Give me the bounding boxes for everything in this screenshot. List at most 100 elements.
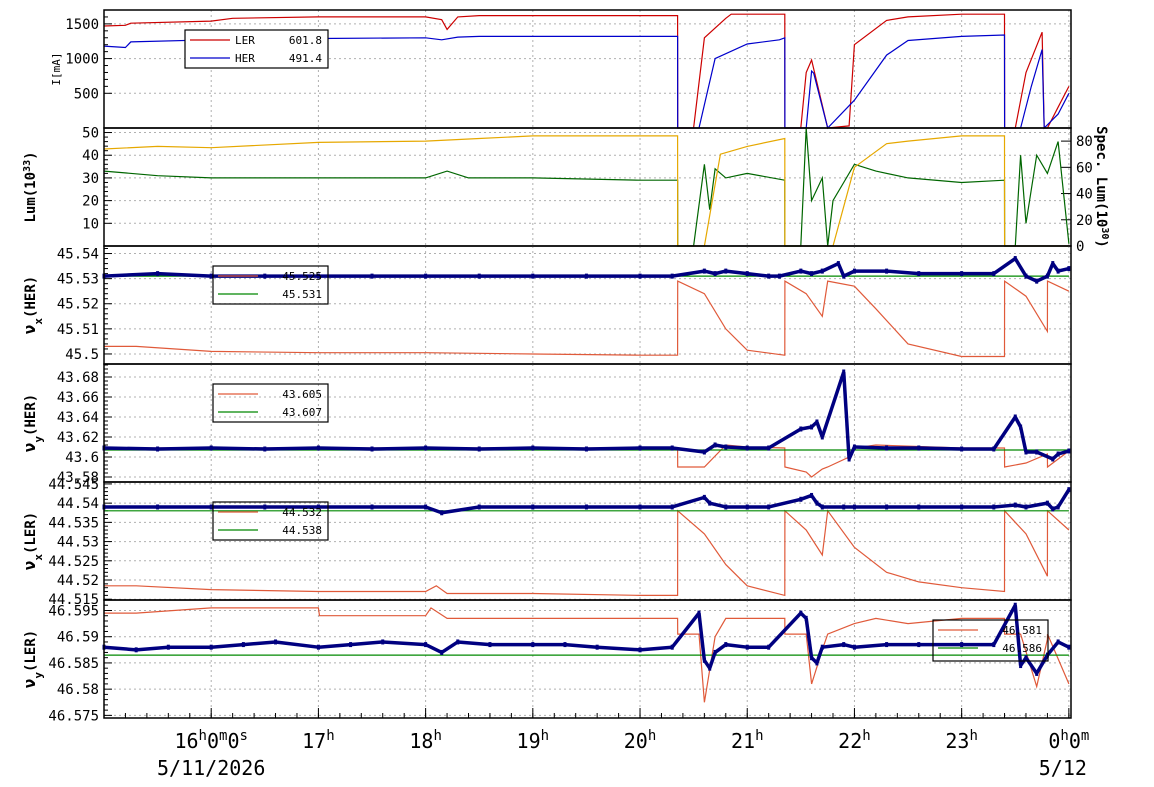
data-band: [441, 505, 480, 515]
data-band: [671, 269, 705, 278]
legend-box: [212, 501, 329, 541]
y-tick-label: 46.58: [57, 682, 99, 698]
legend: 43.605 43.607: [212, 383, 329, 423]
x-tick-label: 16h0m0s: [174, 728, 248, 753]
data-band: [1057, 449, 1070, 456]
data-band: [811, 269, 823, 276]
data-band: [768, 497, 802, 509]
data-band: [211, 446, 265, 451]
y-tick-label: 44.515: [48, 592, 99, 608]
y-tick-label: 43.58: [57, 470, 99, 486]
data-band: [822, 642, 844, 649]
y2-tick-label: 20: [1076, 213, 1093, 229]
data-band: [708, 651, 717, 669]
data-band: [1035, 654, 1049, 675]
legend: 46.581 46.586: [932, 619, 1049, 662]
series-line: [104, 509, 1070, 597]
data-band: [639, 645, 673, 652]
x-tick-label: 21h: [731, 728, 764, 753]
legend-box: [184, 29, 329, 69]
data-band: [136, 645, 169, 652]
data-band: [670, 612, 701, 649]
y2-tick-label: 80: [1076, 134, 1093, 150]
y2-axis-label: Spec. Lum(1030): [1093, 126, 1111, 248]
data-band: [457, 640, 491, 647]
legend-value: 46.581: [1002, 624, 1042, 637]
data-band: [440, 640, 459, 654]
data-band: [714, 269, 727, 276]
data-band: [1035, 274, 1049, 283]
data-band: [747, 271, 769, 278]
y-tick-label: 45.53: [57, 272, 99, 288]
data-band: [382, 640, 426, 647]
legend-value: 44.532: [282, 506, 322, 519]
y-tick-label: 1500: [65, 17, 99, 33]
data-band: [1013, 257, 1028, 278]
data-band: [800, 425, 812, 431]
data-band: [275, 640, 319, 649]
data-band: [821, 261, 840, 273]
data-band: [703, 269, 716, 276]
legend-box: [932, 619, 1049, 662]
data-band: [993, 503, 1016, 509]
y-tick-label: 43.68: [57, 370, 99, 386]
legend-value: 491.4: [289, 52, 322, 65]
data-band: [157, 446, 212, 451]
y2-tick-label: 0: [1076, 239, 1084, 255]
legend: LER 601.8 HER 491.4: [184, 29, 329, 69]
data-band: [425, 505, 443, 515]
data-band: [1024, 656, 1039, 675]
panel-frame: [103, 599, 1072, 719]
x-tick-label: 19h: [517, 728, 550, 753]
data-band: [1025, 274, 1038, 283]
data-band: [854, 445, 887, 450]
data-band: [243, 640, 276, 647]
data-band: [371, 446, 426, 451]
data-band: [1014, 503, 1027, 509]
legend-value: 46.586: [1002, 642, 1042, 655]
y-tick-label: 43.62: [57, 430, 99, 446]
y-tick-label: 44.545: [48, 477, 99, 493]
data-band: [1046, 640, 1060, 657]
data-band: [779, 269, 802, 278]
legend-box: [212, 265, 329, 305]
data-band: [424, 643, 443, 655]
scatter-series: [102, 369, 1071, 462]
y-tick-label: 45.54: [57, 247, 99, 263]
y-tick-label: 40: [82, 148, 99, 164]
scatter-series: [102, 256, 1071, 284]
data-band: [804, 618, 814, 658]
x-date-label: 5/11/2026: [157, 756, 265, 780]
data-band: [800, 493, 813, 501]
data-band: [211, 642, 244, 649]
series-line: [104, 279, 1070, 358]
data-band: [1056, 488, 1071, 508]
data-band: [725, 269, 748, 276]
data-band: [532, 446, 587, 451]
panel-1: 500 1000 1500 I[mA] LER 601.8 HER 491.4: [50, 9, 1072, 130]
panel-5: 44.515 44.52 44.525 44.53 44.535 44.54 44.545 ν…: [20, 477, 1072, 608]
data-band: [843, 642, 855, 649]
data-band: [318, 642, 351, 649]
data-band: [479, 446, 533, 451]
data-band: [671, 495, 705, 509]
y-axis-label: νx(HER): [20, 276, 45, 334]
y-tick-label: 43.66: [57, 390, 99, 406]
y-tick-label: 20: [82, 194, 99, 210]
data-point: [1067, 448, 1071, 454]
data-band: [264, 446, 319, 451]
y-axis-label: Lum(1033): [22, 151, 40, 222]
x-tick-label: 22h: [838, 728, 871, 753]
data-band: [725, 642, 748, 649]
data-band: [597, 645, 641, 652]
y-tick-label: 44.53: [57, 535, 99, 551]
data-point: [1067, 266, 1071, 272]
data-point: [1067, 644, 1071, 650]
data-band: [1018, 426, 1028, 453]
data-band: [820, 371, 846, 438]
data-band: [564, 642, 598, 649]
y-tick-label: 50: [82, 126, 99, 142]
